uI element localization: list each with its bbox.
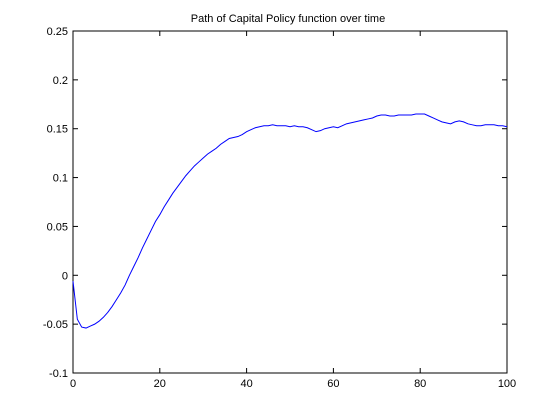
y-tick-label: 0.1 bbox=[53, 173, 68, 185]
x-tick-label: 0 bbox=[70, 378, 76, 390]
chart-title: Path of Capital Policy function over tim… bbox=[191, 13, 385, 25]
series-line bbox=[72, 113, 508, 329]
x-tick-label: 60 bbox=[327, 378, 339, 390]
y-tick-label: -0.05 bbox=[43, 319, 68, 331]
y-tick-label: 0.2 bbox=[53, 75, 68, 87]
plot-area bbox=[72, 30, 508, 374]
plot-frame bbox=[72, 30, 508, 374]
series-layer bbox=[72, 113, 508, 329]
x-tick-label: 20 bbox=[154, 378, 166, 390]
x-tick-label: 80 bbox=[414, 378, 426, 390]
y-tick-label: 0 bbox=[62, 270, 68, 282]
y-tick-label: 0.05 bbox=[47, 221, 68, 233]
y-axis-ticks: -0.1 -0.05 0 0.05 0.1 0.15 0.2 0.25 bbox=[43, 26, 507, 380]
y-tick-label: 0.25 bbox=[47, 26, 68, 38]
y-tick-label: 0.15 bbox=[47, 124, 68, 136]
x-tick-label: 40 bbox=[240, 378, 252, 390]
x-axis-ticks: 0 20 40 60 80 100 bbox=[70, 31, 516, 390]
y-tick-label: -0.1 bbox=[49, 368, 68, 380]
x-tick-label: 100 bbox=[498, 378, 516, 390]
